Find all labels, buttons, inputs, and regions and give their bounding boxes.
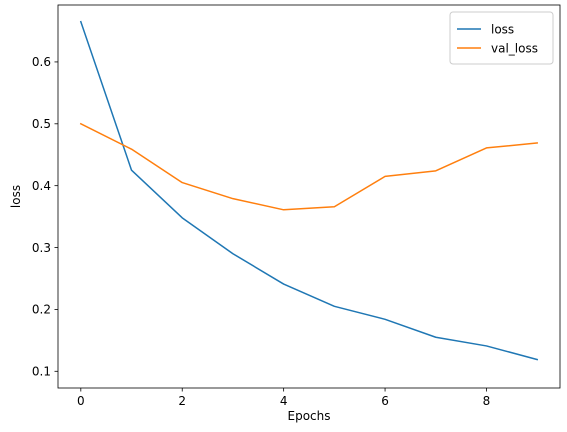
plot-series <box>79 20 539 361</box>
series-line-loss <box>79 20 539 361</box>
y-axis: 0.1 0.2 0.3 0.4 0.5 0.6 <box>32 55 58 379</box>
x-tick-label: 2 <box>178 394 186 408</box>
legend-box <box>449 11 554 65</box>
x-axis: 0 2 4 6 8 <box>77 388 490 408</box>
x-tick-label: 0 <box>77 394 85 408</box>
y-tick-label: 0.2 <box>32 303 51 317</box>
x-tick-label: 4 <box>280 394 288 408</box>
legend-label-val-loss: val_loss <box>491 41 538 55</box>
y-tick-label: 0.3 <box>32 241 51 255</box>
x-axis-label: Epochs <box>288 409 331 423</box>
y-axis-label: loss <box>9 185 23 208</box>
x-tick-label: 6 <box>381 394 389 408</box>
y-tick-label: 0.4 <box>32 179 51 193</box>
legend-label-loss: loss <box>491 22 514 36</box>
legend: loss val_loss <box>449 11 554 65</box>
plot-frame <box>57 4 561 389</box>
x-tick-label: 8 <box>483 394 491 408</box>
y-tick-label: 0.6 <box>32 55 51 69</box>
y-tick-label: 0.5 <box>32 117 51 131</box>
series-line-val-loss <box>79 122 538 211</box>
y-tick-label: 0.1 <box>32 365 51 379</box>
